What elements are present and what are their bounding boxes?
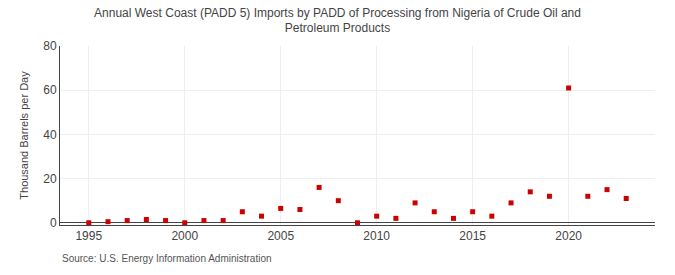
- svg-text:60: 60: [43, 83, 57, 97]
- svg-text:2020: 2020: [555, 229, 582, 243]
- svg-text:2000: 2000: [171, 229, 198, 243]
- svg-text:Thousand Barrels per Day: Thousand Barrels per Day: [18, 71, 30, 200]
- svg-text:0: 0: [50, 216, 57, 230]
- svg-text:Annual West Coast (PADD 5) Imp: Annual West Coast (PADD 5) Imports by PA…: [94, 6, 581, 36]
- svg-text:1995: 1995: [75, 229, 102, 243]
- svg-text:40: 40: [43, 128, 57, 142]
- svg-text:2015: 2015: [459, 229, 486, 243]
- svg-text:Source: U.S. Energy Informatio: Source: U.S. Energy Information Administ…: [62, 253, 272, 264]
- svg-text:2005: 2005: [267, 229, 294, 243]
- svg-text:20: 20: [43, 172, 57, 186]
- svg-text:80: 80: [43, 39, 57, 53]
- svg-text:2010: 2010: [363, 229, 390, 243]
